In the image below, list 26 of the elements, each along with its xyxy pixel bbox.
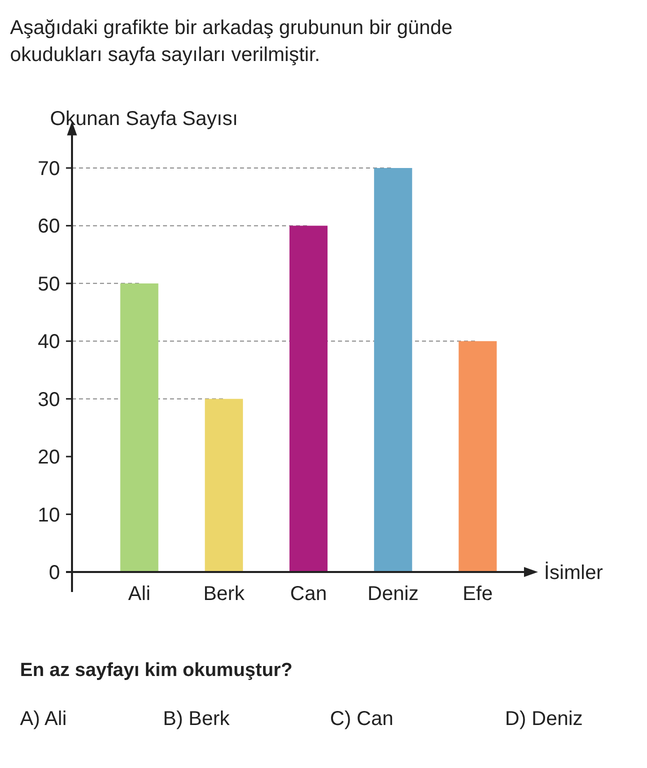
text: D) Deniz: [505, 708, 583, 730]
y-tick-label: 20: [38, 446, 60, 469]
y-tick-label: 50: [38, 273, 60, 296]
bar: [204, 398, 243, 572]
bar: [374, 168, 412, 572]
text: A) Ali: [20, 708, 67, 730]
y-tick-label: 10: [38, 504, 60, 526]
y-tick-label: 60: [38, 216, 60, 238]
bar: [458, 341, 497, 572]
x-axis-title: İsimler: [544, 561, 604, 584]
x-tick-label: Can: [290, 583, 327, 605]
y-axis-title: Okunan Sayfa Sayısı: [50, 108, 238, 130]
chart-title: Aşağıdaki grafikte bir arkadaş grubunun bir günde okudukları sayfa sayıları verilmiştir.: [10, 17, 452, 66]
bar: [289, 226, 328, 572]
y-tick-label: 0: [48, 562, 60, 584]
x-tick-label: Berk: [203, 583, 246, 605]
text: En az sayfayı kim okumuştur?: [20, 660, 292, 681]
y-tick-label: 30: [38, 388, 60, 411]
text: B) Berk: [163, 708, 231, 730]
y-tick-label: 70: [38, 158, 60, 180]
y-tick-label: 40: [38, 331, 60, 354]
x-tick-label: Deniz: [368, 583, 419, 605]
bar: [120, 283, 158, 572]
x-tick-label: Ali: [128, 583, 150, 605]
text: C) Can: [330, 708, 394, 730]
x-tick-label: Efe: [462, 583, 493, 605]
